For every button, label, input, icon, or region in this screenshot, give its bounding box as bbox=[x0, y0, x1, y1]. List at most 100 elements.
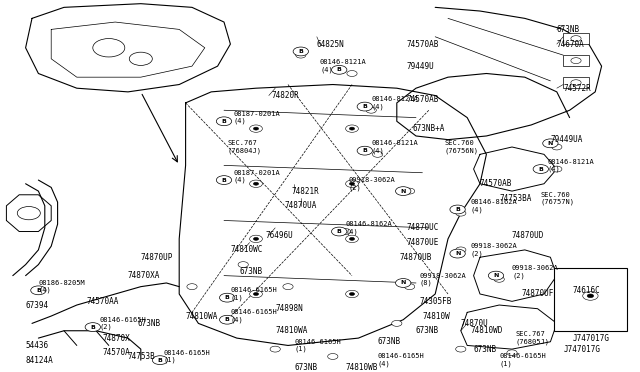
Text: B: B bbox=[362, 148, 367, 153]
Text: 74570AB: 74570AB bbox=[406, 39, 439, 49]
Text: 74870UF: 74870UF bbox=[522, 289, 554, 298]
Text: 76496U: 76496U bbox=[266, 231, 293, 240]
Text: 79449U: 79449U bbox=[406, 62, 434, 71]
Text: B: B bbox=[337, 229, 342, 234]
Text: 74870UP: 74870UP bbox=[141, 253, 173, 262]
Circle shape bbox=[357, 102, 372, 111]
Text: J747017G: J747017G bbox=[573, 334, 610, 343]
Text: 08146-6165H
(1): 08146-6165H (1) bbox=[294, 339, 341, 352]
Circle shape bbox=[216, 117, 232, 126]
Circle shape bbox=[328, 353, 338, 359]
Text: 74305FB: 74305FB bbox=[419, 297, 452, 306]
Text: 74821R: 74821R bbox=[291, 187, 319, 196]
Circle shape bbox=[349, 127, 355, 130]
Text: N: N bbox=[401, 189, 406, 193]
Circle shape bbox=[396, 187, 411, 196]
Circle shape bbox=[571, 80, 581, 86]
Text: B: B bbox=[221, 119, 227, 124]
Circle shape bbox=[17, 206, 40, 220]
Text: 08146-6165H
(1): 08146-6165H (1) bbox=[499, 353, 546, 367]
Circle shape bbox=[349, 182, 355, 185]
Text: 74870XA: 74870XA bbox=[128, 271, 161, 280]
Text: 67394: 67394 bbox=[26, 301, 49, 310]
Text: 673NB: 673NB bbox=[378, 337, 401, 346]
Circle shape bbox=[494, 276, 504, 282]
Circle shape bbox=[450, 205, 465, 214]
Bar bbox=[563, 55, 589, 66]
Text: 74810WD: 74810WD bbox=[470, 326, 503, 335]
Circle shape bbox=[85, 323, 100, 331]
Text: 08146-8162A
(4): 08146-8162A (4) bbox=[470, 199, 517, 212]
Bar bbox=[563, 33, 589, 44]
Text: N: N bbox=[548, 141, 553, 146]
Text: 08146-8121A
(4): 08146-8121A (4) bbox=[371, 96, 418, 110]
Text: 673NB+A: 673NB+A bbox=[413, 124, 445, 133]
Circle shape bbox=[31, 286, 46, 295]
Circle shape bbox=[253, 182, 259, 185]
Circle shape bbox=[349, 292, 355, 295]
Text: 74870UC: 74870UC bbox=[406, 223, 439, 232]
Circle shape bbox=[152, 356, 168, 365]
Text: 54436: 54436 bbox=[26, 341, 49, 350]
Text: 09918-3062A
(2): 09918-3062A (2) bbox=[470, 243, 517, 257]
Text: 74753BA: 74753BA bbox=[499, 194, 532, 203]
Text: B: B bbox=[538, 167, 543, 171]
Text: N: N bbox=[401, 280, 406, 285]
Text: 74810WA: 74810WA bbox=[275, 326, 308, 335]
Text: SEC.760
(76757N): SEC.760 (76757N) bbox=[541, 192, 575, 205]
Text: 64825N: 64825N bbox=[317, 39, 344, 49]
Circle shape bbox=[332, 65, 347, 74]
Circle shape bbox=[220, 315, 235, 324]
Circle shape bbox=[588, 294, 594, 298]
Circle shape bbox=[346, 290, 358, 298]
Text: 74810W: 74810W bbox=[422, 312, 450, 321]
Text: 74870X: 74870X bbox=[102, 334, 130, 343]
Text: 84124A: 84124A bbox=[26, 356, 53, 365]
Text: B: B bbox=[455, 207, 460, 212]
Circle shape bbox=[392, 320, 402, 326]
Bar bbox=[563, 77, 589, 88]
Circle shape bbox=[129, 52, 152, 65]
Bar bbox=[554, 268, 627, 331]
Circle shape bbox=[250, 290, 262, 298]
Circle shape bbox=[93, 39, 125, 57]
Text: J747017G: J747017G bbox=[564, 344, 601, 354]
Text: 74670A: 74670A bbox=[557, 39, 584, 49]
Circle shape bbox=[296, 52, 306, 58]
Circle shape bbox=[283, 284, 293, 289]
Circle shape bbox=[583, 291, 598, 300]
Text: 08146-8121A
(4): 08146-8121A (4) bbox=[547, 158, 594, 172]
Text: 08146-6165H
(1): 08146-6165H (1) bbox=[230, 287, 277, 301]
Text: N: N bbox=[455, 251, 460, 256]
Circle shape bbox=[253, 237, 259, 240]
Circle shape bbox=[187, 284, 197, 289]
Text: 74810WB: 74810WB bbox=[346, 363, 378, 372]
Circle shape bbox=[372, 151, 383, 157]
Circle shape bbox=[366, 107, 376, 113]
Text: 74898N: 74898N bbox=[275, 304, 303, 313]
Text: 08146-6165H
(4): 08146-6165H (4) bbox=[230, 309, 277, 323]
Text: SEC.760
(76756N): SEC.760 (76756N) bbox=[445, 140, 479, 154]
Text: 74870U: 74870U bbox=[461, 319, 488, 328]
Circle shape bbox=[349, 237, 355, 240]
Circle shape bbox=[346, 235, 358, 243]
Text: 673NB: 673NB bbox=[474, 344, 497, 354]
Circle shape bbox=[404, 188, 415, 194]
Text: 74753B: 74753B bbox=[128, 352, 156, 361]
Circle shape bbox=[250, 235, 262, 243]
Circle shape bbox=[507, 350, 517, 356]
Text: B: B bbox=[298, 49, 303, 54]
Circle shape bbox=[488, 271, 504, 280]
Text: 08146-8162A
(4): 08146-8162A (4) bbox=[346, 221, 392, 235]
Text: 74570A: 74570A bbox=[102, 348, 130, 357]
Text: 74870UD: 74870UD bbox=[512, 231, 545, 240]
Text: 08146-6165H
(1): 08146-6165H (1) bbox=[163, 350, 210, 363]
Circle shape bbox=[404, 284, 415, 289]
Circle shape bbox=[571, 36, 581, 42]
Text: 74570AB: 74570AB bbox=[406, 95, 439, 104]
Text: SEC.767
(76805J): SEC.767 (76805J) bbox=[515, 331, 549, 345]
Text: 08146-6165H
(4): 08146-6165H (4) bbox=[378, 353, 424, 367]
Circle shape bbox=[220, 293, 235, 302]
Circle shape bbox=[293, 47, 308, 56]
Text: 74616C: 74616C bbox=[573, 286, 600, 295]
